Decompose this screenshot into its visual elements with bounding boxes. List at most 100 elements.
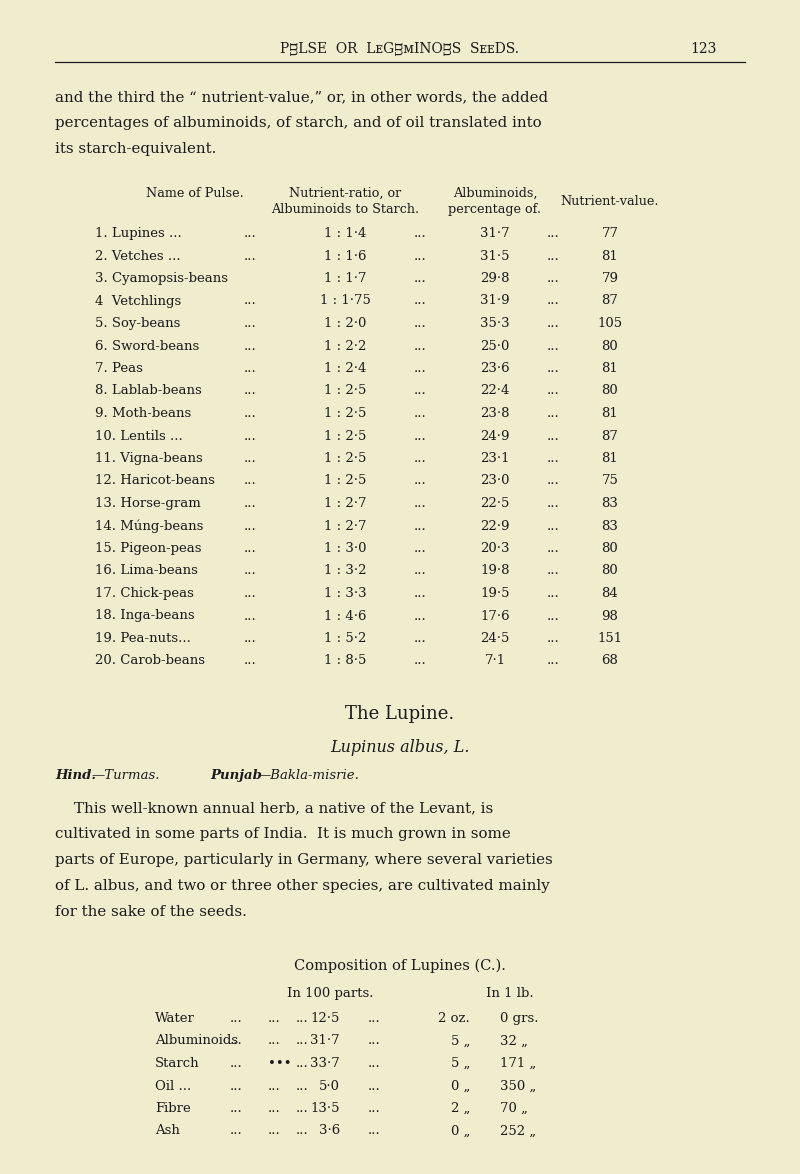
- Text: 80: 80: [602, 542, 618, 555]
- Text: ...: ...: [368, 1057, 381, 1070]
- Text: Albuminoids to Starch.: Albuminoids to Starch.: [271, 203, 419, 216]
- Text: 171 „: 171 „: [500, 1057, 536, 1070]
- Text: 1 : 2·2: 1 : 2·2: [324, 339, 366, 352]
- Text: 5 „: 5 „: [450, 1034, 470, 1047]
- Text: 1 : 3·2: 1 : 3·2: [324, 565, 366, 578]
- Text: 2 „: 2 „: [450, 1102, 470, 1115]
- Text: 20·3: 20·3: [480, 542, 510, 555]
- Text: ...: ...: [296, 1125, 309, 1138]
- Text: Punjab: Punjab: [210, 769, 262, 782]
- Text: ...: ...: [414, 362, 426, 375]
- Text: ...: ...: [244, 520, 256, 533]
- Text: 5 „: 5 „: [450, 1057, 470, 1070]
- Text: —Turmas.: —Turmas.: [92, 769, 161, 782]
- Text: 79: 79: [602, 272, 618, 285]
- Text: ...: ...: [244, 295, 256, 308]
- Text: 3·6: 3·6: [318, 1125, 340, 1138]
- Text: 80: 80: [602, 339, 618, 352]
- Text: 35·3: 35·3: [480, 317, 510, 330]
- Text: ...: ...: [368, 1080, 381, 1093]
- Text: ...: ...: [414, 474, 426, 487]
- Text: 1 : 1·6: 1 : 1·6: [324, 250, 366, 263]
- Text: ...: ...: [244, 362, 256, 375]
- Text: ...: ...: [546, 407, 559, 420]
- Text: Ash: Ash: [155, 1125, 180, 1138]
- Text: 84: 84: [602, 587, 618, 600]
- Text: In 100 parts.: In 100 parts.: [286, 987, 374, 1000]
- Text: ...: ...: [546, 250, 559, 263]
- Text: ...: ...: [546, 430, 559, 443]
- Text: Starch: Starch: [155, 1057, 200, 1070]
- Text: 12. Haricot-beans: 12. Haricot-beans: [95, 474, 215, 487]
- Text: 1 : 1·4: 1 : 1·4: [324, 227, 366, 239]
- Text: ...: ...: [546, 385, 559, 398]
- Text: ...: ...: [414, 272, 426, 285]
- Text: 17. Chick-peas: 17. Chick-peas: [95, 587, 194, 600]
- Text: ...: ...: [414, 632, 426, 645]
- Text: ...: ...: [414, 317, 426, 330]
- Text: ...: ...: [546, 452, 559, 465]
- Text: 20. Carob-beans: 20. Carob-beans: [95, 654, 205, 668]
- Text: 12·5: 12·5: [310, 1012, 340, 1025]
- Text: 0 grs.: 0 grs.: [500, 1012, 538, 1025]
- Text: 1 : 8·5: 1 : 8·5: [324, 654, 366, 668]
- Text: 1 : 2·4: 1 : 2·4: [324, 362, 366, 375]
- Text: ...: ...: [414, 227, 426, 239]
- Text: 77: 77: [602, 227, 618, 239]
- Text: 68: 68: [602, 654, 618, 668]
- Text: ...: ...: [368, 1034, 381, 1047]
- Text: 31·7: 31·7: [480, 227, 510, 239]
- Text: ...: ...: [268, 1012, 281, 1025]
- Text: 23·0: 23·0: [480, 474, 510, 487]
- Text: 105: 105: [598, 317, 622, 330]
- Text: 81: 81: [602, 362, 618, 375]
- Text: Oil ...: Oil ...: [155, 1080, 191, 1093]
- Text: ...: ...: [546, 227, 559, 239]
- Text: ...: ...: [244, 452, 256, 465]
- Text: ...: ...: [244, 497, 256, 510]
- Text: ...: ...: [414, 565, 426, 578]
- Text: 22·9: 22·9: [480, 520, 510, 533]
- Text: ...: ...: [414, 430, 426, 443]
- Text: 2 oz.: 2 oz.: [438, 1012, 470, 1025]
- Text: for the sake of the seeds.: for the sake of the seeds.: [55, 905, 247, 919]
- Text: Name of Pulse.: Name of Pulse.: [146, 187, 244, 200]
- Text: ...: ...: [414, 295, 426, 308]
- Text: 19·5: 19·5: [480, 587, 510, 600]
- Text: 1 : 2·5: 1 : 2·5: [324, 452, 366, 465]
- Text: percentages of albuminoids, of starch, and of oil translated into: percentages of albuminoids, of starch, a…: [55, 116, 542, 130]
- Text: 25·0: 25·0: [480, 339, 510, 352]
- Text: Albuminoids: Albuminoids: [155, 1034, 238, 1047]
- Text: ...: ...: [230, 1080, 242, 1093]
- Text: ...: ...: [546, 497, 559, 510]
- Text: cultivated in some parts of India.  It is much grown in some: cultivated in some parts of India. It is…: [55, 826, 510, 841]
- Text: 31·7: 31·7: [310, 1034, 340, 1047]
- Text: 87: 87: [602, 295, 618, 308]
- Text: 1. Lupines ...: 1. Lupines ...: [95, 227, 182, 239]
- Text: 0 „: 0 „: [450, 1080, 470, 1093]
- Text: 33·7: 33·7: [310, 1057, 340, 1070]
- Text: and the third the “ nutrient-value,” or, in other words, the added: and the third the “ nutrient-value,” or,…: [55, 90, 548, 104]
- Text: ...: ...: [546, 609, 559, 622]
- Text: ...: ...: [414, 407, 426, 420]
- Text: ...: ...: [414, 654, 426, 668]
- Text: ...: ...: [546, 474, 559, 487]
- Text: ...: ...: [546, 295, 559, 308]
- Text: ...: ...: [296, 1057, 309, 1070]
- Text: 5·0: 5·0: [319, 1080, 340, 1093]
- Text: 19·8: 19·8: [480, 565, 510, 578]
- Text: ...: ...: [244, 609, 256, 622]
- Text: ...: ...: [296, 1012, 309, 1025]
- Text: 18. Inga-beans: 18. Inga-beans: [95, 609, 194, 622]
- Text: ...: ...: [230, 1034, 242, 1047]
- Text: 98: 98: [602, 609, 618, 622]
- Text: 23·1: 23·1: [480, 452, 510, 465]
- Text: Lupinus albus, L.: Lupinus albus, L.: [330, 738, 470, 756]
- Text: 2. Vetches ...: 2. Vetches ...: [95, 250, 181, 263]
- Text: 1 : 5·2: 1 : 5·2: [324, 632, 366, 645]
- Text: 83: 83: [602, 497, 618, 510]
- Text: ...: ...: [546, 654, 559, 668]
- Text: In 1 lb.: In 1 lb.: [486, 987, 534, 1000]
- Text: ...: ...: [244, 227, 256, 239]
- Text: 16. Lima-beans: 16. Lima-beans: [95, 565, 198, 578]
